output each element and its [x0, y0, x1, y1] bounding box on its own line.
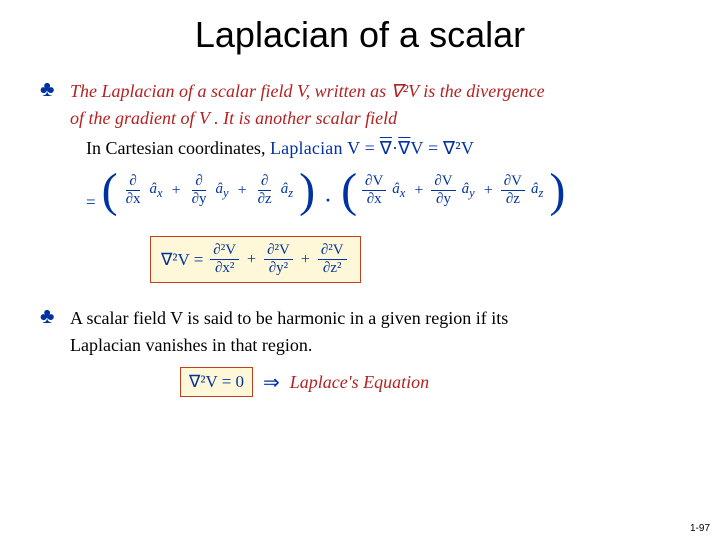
lparen-1: ( [100, 169, 120, 212]
plus5: + [244, 251, 259, 269]
b1-line1a: The Laplacian of a scalar field V, writt… [70, 81, 391, 101]
eq-lead: = [86, 192, 96, 211]
result-box: ∇²V = ∂²V∂x² + ∂²V∂y² + ∂²V∂z² [150, 236, 361, 283]
ay2: ây [461, 181, 477, 201]
az1: âz [280, 181, 295, 201]
bullet-2-text: A scalar field V is said to be harmonic … [70, 305, 508, 359]
lparen-2: ( [339, 169, 359, 212]
grad-V: ∂V∂xâx + ∂V∂y ây + ∂V∂zâz [359, 174, 547, 207]
b2-line1: A scalar field V is said to be harmonic … [70, 308, 508, 328]
slide: Laplacian of a scalar ♣ The Laplacian of… [0, 0, 720, 397]
d2V-dz2: ∂²V∂z² [318, 243, 347, 276]
boxed-laplacian: ∇²V = ∂²V∂x² + ∂²V∂y² + ∂²V∂z² [150, 222, 680, 283]
paren-group-2: ( ∂V∂xâx + ∂V∂y ây + ∂V∂zâz ) [339, 169, 567, 212]
d-dx: ∂∂x [123, 174, 144, 207]
page-title: Laplacian of a scalar [40, 14, 680, 56]
bullet-1: ♣ The Laplacian of a scalar field V, wri… [40, 78, 680, 132]
laplace-box: ∇²V = 0 [180, 367, 253, 397]
cart-lead: In Cartesian coordinates, [86, 138, 270, 158]
del-operator: ∂∂xâx + ∂∂yây + ∂∂zâz [120, 174, 297, 207]
b1-nabla: ∇ [391, 81, 403, 101]
club-icon-2: ♣ [40, 305, 62, 327]
implies-icon: ⇒ [263, 370, 280, 395]
cartesian-line: In Cartesian coordinates, Laplacian V = … [86, 138, 680, 159]
dV-dx: ∂V∂x [362, 174, 386, 207]
d2V-dy2: ∂²V∂y² [264, 243, 293, 276]
rparen-1: ) [297, 169, 317, 212]
rparen-2: ) [547, 169, 567, 212]
d-dz: ∂∂z [255, 174, 275, 207]
plus6: + [298, 251, 313, 269]
ax2: âx [391, 181, 407, 201]
dot-op: · [321, 190, 335, 210]
b1-line1c: ²V is the divergence [403, 81, 545, 101]
page-number: 1-97 [690, 523, 710, 534]
cart-eq: Laplacian V = ∇·∇V = ∇²V [270, 138, 474, 158]
d-dy: ∂∂y [189, 174, 210, 207]
ay1: ây [215, 181, 231, 201]
plus2: + [235, 182, 250, 200]
box-lhs: ∇²V = [161, 250, 207, 270]
az2: âz [530, 181, 545, 201]
eq-expansion: = ( ∂∂xâx + ∂∂yây + ∂∂zâz ) · ( ∂V∂xâx +… [86, 169, 680, 212]
plus3: + [411, 182, 426, 200]
b2-line2: Laplacian vanishes in that region. [70, 335, 312, 355]
plus1: + [169, 182, 184, 200]
dV-dy: ∂V∂y [431, 174, 455, 207]
box-terms: ∂²V∂x² + ∂²V∂y² + ∂²V∂z² [207, 243, 349, 276]
b1-line2: of the gradient of V . It is another sca… [70, 108, 397, 128]
laplace-eq-row: ∇²V = 0 ⇒ Laplace's Equation [180, 367, 680, 397]
club-icon: ♣ [40, 78, 62, 100]
ax1: âx [149, 181, 165, 201]
paren-group-1: ( ∂∂xâx + ∂∂yây + ∂∂zâz ) [100, 169, 317, 212]
dV-dz: ∂V∂z [501, 174, 525, 207]
plus4: + [481, 182, 496, 200]
bullet-2: ♣ A scalar field V is said to be harmoni… [40, 305, 680, 359]
laplace-label: Laplace's Equation [290, 372, 429, 393]
bullet-1-text: The Laplacian of a scalar field V, writt… [70, 78, 545, 132]
d2V-dx2: ∂²V∂x² [210, 243, 239, 276]
